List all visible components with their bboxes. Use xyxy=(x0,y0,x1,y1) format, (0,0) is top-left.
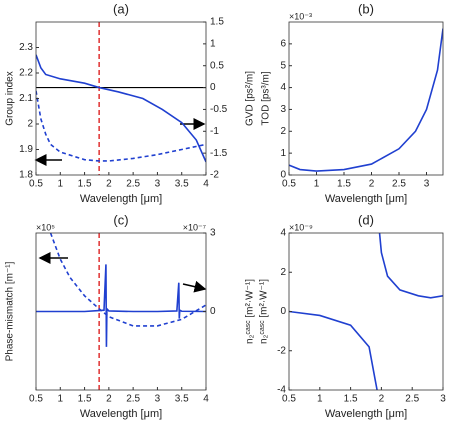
y-axis-label: Group index xyxy=(5,71,16,125)
y-axis-label: Phase-mismatch [m⁻¹] xyxy=(5,261,16,361)
y-multiplier: ×10⁵ xyxy=(36,222,55,232)
data-line xyxy=(36,90,206,162)
y2-axis-label: GVD [ps²/m] xyxy=(245,71,256,126)
x-tick-label: 1.5 xyxy=(78,179,92,190)
x-tick-label: 1 xyxy=(314,179,320,190)
y-tick-label: 4 xyxy=(280,82,286,93)
x-tick-label: 0.5 xyxy=(29,394,43,405)
y-axis-label: n₂ᶜᵃˢᶜ [m²·W⁻¹] xyxy=(259,279,270,344)
x-tick-label: 3 xyxy=(440,394,446,405)
x-tick-label: 4 xyxy=(203,394,209,405)
plot-area xyxy=(289,233,443,390)
panel-title: (a) xyxy=(113,1,129,16)
x-tick-label: 0.5 xyxy=(282,179,296,190)
x-tick-label: 0.5 xyxy=(282,394,296,405)
y2-tick-label: -1 xyxy=(210,126,219,137)
y2-multiplier: ×10⁻⁷ xyxy=(183,222,206,232)
panel-title: (c) xyxy=(113,212,128,227)
y-tick-label: 0 xyxy=(280,306,286,317)
y-tick-label: 2 xyxy=(27,119,33,130)
x-axis-label: Wavelength [μm] xyxy=(325,408,407,420)
y2-tick-label: -0.5 xyxy=(210,104,228,115)
data-line xyxy=(36,54,206,163)
x-tick-label: 2.5 xyxy=(405,394,419,405)
data-line xyxy=(289,233,443,390)
x-tick-label: 2 xyxy=(369,179,375,190)
y2-axis-label: n₂ᶜᵃˢᶜ [m²·W⁻¹] xyxy=(245,279,256,344)
y-tick-label: 2.2 xyxy=(19,68,33,79)
panel-title: (b) xyxy=(358,1,374,16)
y-tick-label: 1 xyxy=(280,148,286,159)
y2-tick-label: -1.5 xyxy=(210,148,228,159)
x-tick-label: 1.5 xyxy=(344,394,358,405)
y2-tick-label: 1 xyxy=(210,38,216,49)
y-tick-label: 2.1 xyxy=(19,93,33,104)
x-tick-label: 3 xyxy=(424,179,430,190)
y-tick-label: 1.8 xyxy=(19,170,33,181)
y-tick-label: -2 xyxy=(277,345,286,356)
panel-title: (d) xyxy=(358,212,374,227)
y-tick-label: 5 xyxy=(280,60,286,71)
data-line xyxy=(49,233,206,327)
x-tick-label: 2.5 xyxy=(392,179,406,190)
x-axis-label: Wavelength [μm] xyxy=(80,193,162,205)
y-tick-label: 2 xyxy=(280,126,286,137)
x-tick-label: 4 xyxy=(203,179,209,190)
x-tick-label: 3.5 xyxy=(175,179,189,190)
y-tick-label: 2.3 xyxy=(19,42,33,53)
x-tick-label: 1.5 xyxy=(78,394,92,405)
y-axis-label: TOD [ps³/m] xyxy=(261,71,272,125)
x-tick-label: 3 xyxy=(155,179,161,190)
x-axis-label: Wavelength [μm] xyxy=(325,193,407,205)
y-tick-label: 6 xyxy=(280,38,286,49)
x-tick-label: 1 xyxy=(58,179,64,190)
x-axis-label: Wavelength [μm] xyxy=(80,408,162,420)
data-line xyxy=(36,264,206,347)
x-tick-label: 2 xyxy=(106,179,112,190)
y-multiplier: ×10⁻³ xyxy=(289,11,312,21)
arrow xyxy=(182,280,207,293)
x-tick-label: 0.5 xyxy=(29,179,43,190)
y-tick-label: 2 xyxy=(280,267,286,278)
plot-area xyxy=(36,22,206,175)
axes-box xyxy=(35,21,207,176)
plot-area xyxy=(289,28,443,172)
plot-area xyxy=(36,233,206,390)
axes-box xyxy=(288,21,444,176)
x-tick-label: 2 xyxy=(106,394,112,405)
x-tick-label: 3 xyxy=(155,394,161,405)
y2-tick-label: 0 xyxy=(210,306,216,317)
y2-tick-label: 3 xyxy=(210,228,216,239)
data-line xyxy=(289,28,443,172)
y-tick-label: 3 xyxy=(280,104,286,115)
y2-tick-label: 0.5 xyxy=(210,60,224,71)
x-tick-label: 1 xyxy=(58,394,64,405)
x-tick-label: 1.5 xyxy=(337,179,351,190)
x-tick-label: 3.5 xyxy=(175,394,189,405)
axes-box xyxy=(288,232,444,391)
y2-tick-label: 0 xyxy=(210,82,216,93)
y2-tick-label: 1.5 xyxy=(210,17,224,28)
x-tick-label: 2.5 xyxy=(126,394,140,405)
y-tick-label: -4 xyxy=(277,385,286,396)
x-tick-label: 2.5 xyxy=(126,179,140,190)
y2-tick-label: -2 xyxy=(210,170,219,181)
y-tick-label: 4 xyxy=(280,228,286,239)
y-tick-label: 1.9 xyxy=(19,144,33,155)
x-tick-label: 2 xyxy=(379,394,385,405)
y-multiplier: ×10⁻⁹ xyxy=(289,222,313,232)
x-tick-label: 1 xyxy=(317,394,323,405)
y-tick-label: 0 xyxy=(280,170,286,181)
